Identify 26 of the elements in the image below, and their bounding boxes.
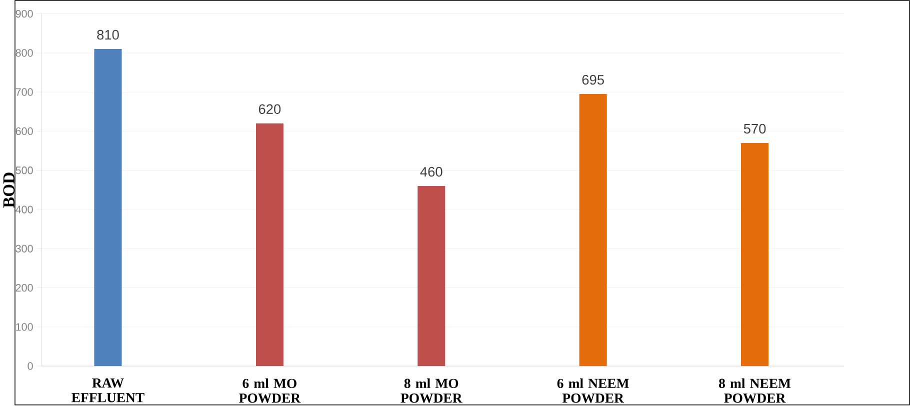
x-tick-label: 8 ml MO POWDER (400, 378, 462, 403)
data-label: 460 (420, 166, 442, 177)
bar (94, 48, 122, 366)
data-label: 810 (97, 30, 119, 40)
y-tick-label: 600 (16, 127, 33, 135)
bar (579, 94, 607, 366)
y-tick-label: 700 (16, 88, 33, 96)
x-tick-label: 6 ml MO POWDER (239, 378, 301, 403)
y-tick-label: 300 (16, 244, 33, 252)
y-tick-label: 100 (16, 323, 33, 331)
bar (740, 142, 769, 366)
y-tick-label: 800 (16, 49, 33, 57)
x-tick-label: 8 ml NEEM POWDER (719, 378, 791, 403)
y-tick-label: 0 (28, 362, 33, 370)
y-tick-label: 400 (16, 206, 33, 214)
data-label: 570 (744, 124, 766, 134)
y-tick-label: 900 (16, 10, 33, 18)
y-tick-label: 200 (16, 284, 33, 292)
y-tick-label: 500 (16, 166, 33, 174)
x-tick-label: RAW EFFLUENT (72, 378, 144, 402)
data-label: 620 (258, 104, 281, 114)
x-tick-label: 6 ml NEEM POWDER (557, 378, 629, 403)
bar (256, 123, 284, 366)
data-label: 695 (582, 74, 604, 85)
y-axis-title: BOD (3, 172, 14, 208)
bar (418, 186, 446, 366)
